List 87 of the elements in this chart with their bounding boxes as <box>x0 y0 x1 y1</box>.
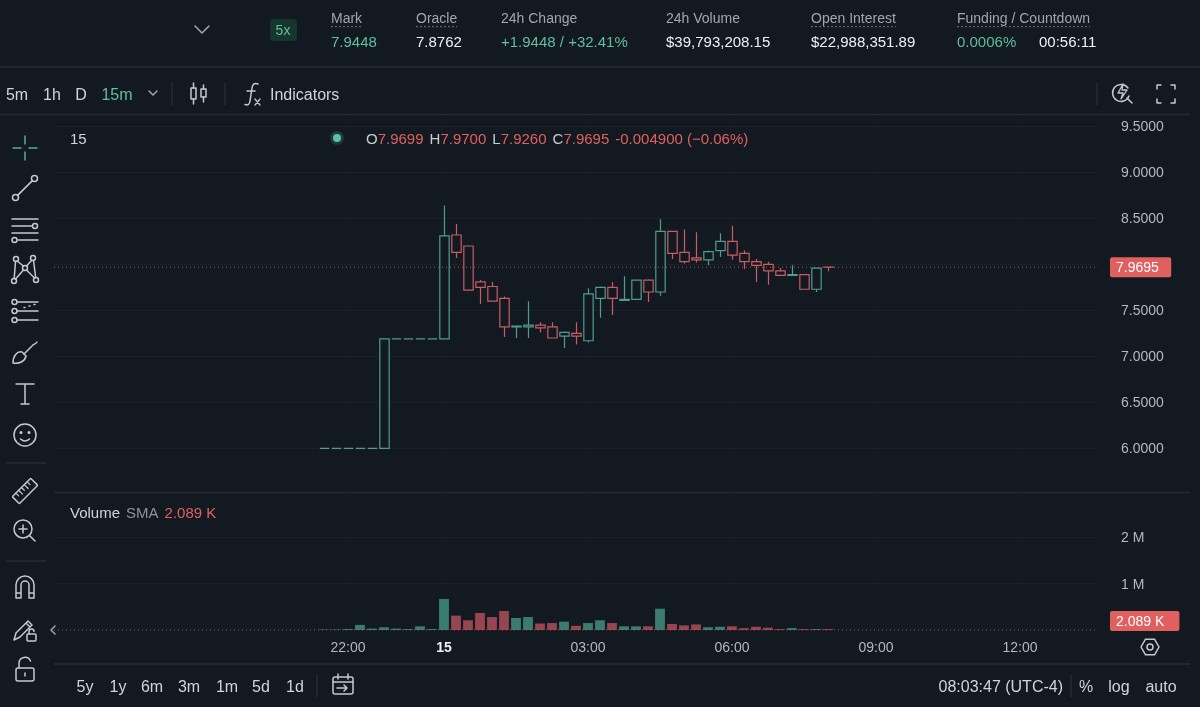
bar <box>583 623 593 630</box>
ref-line-label: 7.9695 <box>1116 259 1160 276</box>
text: log <box>1108 677 1130 695</box>
text: 1m <box>215 677 239 695</box>
text: 1d <box>286 677 304 695</box>
text: +1.9448 / +32.41% <box>501 32 628 50</box>
bar <box>703 627 713 630</box>
ref-line-label: 2.089 K <box>1116 613 1165 629</box>
annotation: 2.089 K <box>164 503 217 521</box>
text: 7.8762 <box>416 32 462 50</box>
y-tick-label: 1 M <box>1121 575 1145 592</box>
y-tick-label: 2 M <box>1121 529 1145 546</box>
bar <box>463 620 473 630</box>
bar <box>619 626 629 630</box>
text: 1y <box>109 677 127 695</box>
bar <box>451 615 461 630</box>
x-tick-label: 06:00 <box>714 639 750 655</box>
text: 1h <box>43 85 61 103</box>
text: 6m <box>140 677 164 695</box>
bar <box>667 623 677 630</box>
annotation: -0.004900 (−0.06%) <box>615 129 749 147</box>
bar <box>547 623 557 630</box>
bar <box>631 626 641 630</box>
x-tick-label: 03:00 <box>570 639 606 655</box>
annotation: 7.9695 <box>563 129 610 147</box>
text: Open Interest <box>811 10 896 26</box>
text: 0.0006% <box>957 32 1017 50</box>
bar <box>439 598 449 630</box>
text: 24h Volume <box>666 10 741 26</box>
x-tick-label: 22:00 <box>330 639 366 655</box>
bar <box>643 626 653 630</box>
text: 5x <box>275 22 291 38</box>
y-tick-label: 9.0000 <box>1121 164 1165 181</box>
bar <box>355 624 365 630</box>
text: Mark <box>331 10 364 26</box>
bar <box>655 608 665 630</box>
text: 5y <box>76 677 94 695</box>
y-tick-label: 8.5000 <box>1121 210 1165 227</box>
bar <box>571 625 581 630</box>
bar <box>691 624 701 630</box>
x-tick-label: 15 <box>436 639 452 655</box>
bar <box>595 620 605 630</box>
annotation: 7.9260 <box>500 129 547 147</box>
annotation: 7.9700 <box>440 129 487 147</box>
y-tick-label: 7.0000 <box>1121 348 1165 365</box>
bar <box>415 626 425 630</box>
annotation: H <box>429 129 441 147</box>
text: $39,793,208.15 <box>666 32 771 50</box>
annotation: C <box>552 129 564 147</box>
text: $22,988,351.89 <box>811 32 916 50</box>
annotation: O <box>366 129 378 147</box>
bar <box>727 626 737 630</box>
text: 24h Change <box>501 10 578 26</box>
bar <box>679 625 689 630</box>
text: 15m <box>101 85 133 103</box>
y-tick-label: 7.5000 <box>1121 302 1165 319</box>
text: % <box>1078 677 1094 695</box>
text: D <box>75 85 87 103</box>
text: 00:56:11 <box>1039 32 1097 50</box>
y-tick-label: 6.5000 <box>1121 394 1165 411</box>
bar <box>475 612 485 630</box>
text: auto <box>1145 677 1177 695</box>
text: 15 <box>70 129 87 147</box>
text: 08:03:47 (UTC-4) <box>938 677 1063 695</box>
bar <box>499 611 509 630</box>
text: Volume <box>70 503 121 521</box>
text: Indicators <box>270 85 340 103</box>
y-tick-label: 9.5000 <box>1121 118 1165 135</box>
bar <box>535 623 545 630</box>
text: 7.9448 <box>331 32 377 50</box>
bar <box>559 621 569 630</box>
text: 5d <box>252 677 270 695</box>
bar <box>511 617 521 630</box>
text: Funding / Countdown <box>957 10 1091 26</box>
annotation: L <box>492 129 501 147</box>
text: 5m <box>5 85 29 103</box>
text: 3m <box>177 677 201 695</box>
annotation: SMA <box>126 503 159 521</box>
bar <box>607 623 617 630</box>
bar <box>523 617 533 630</box>
bar <box>487 617 497 630</box>
x-tick-label: 12:00 <box>1002 639 1038 655</box>
bar <box>379 627 389 630</box>
x-tick-label: 09:00 <box>858 639 894 655</box>
annotation: 7.9699 <box>377 129 424 147</box>
text: Oracle <box>416 10 458 26</box>
y-tick-label: 6.0000 <box>1121 440 1165 457</box>
